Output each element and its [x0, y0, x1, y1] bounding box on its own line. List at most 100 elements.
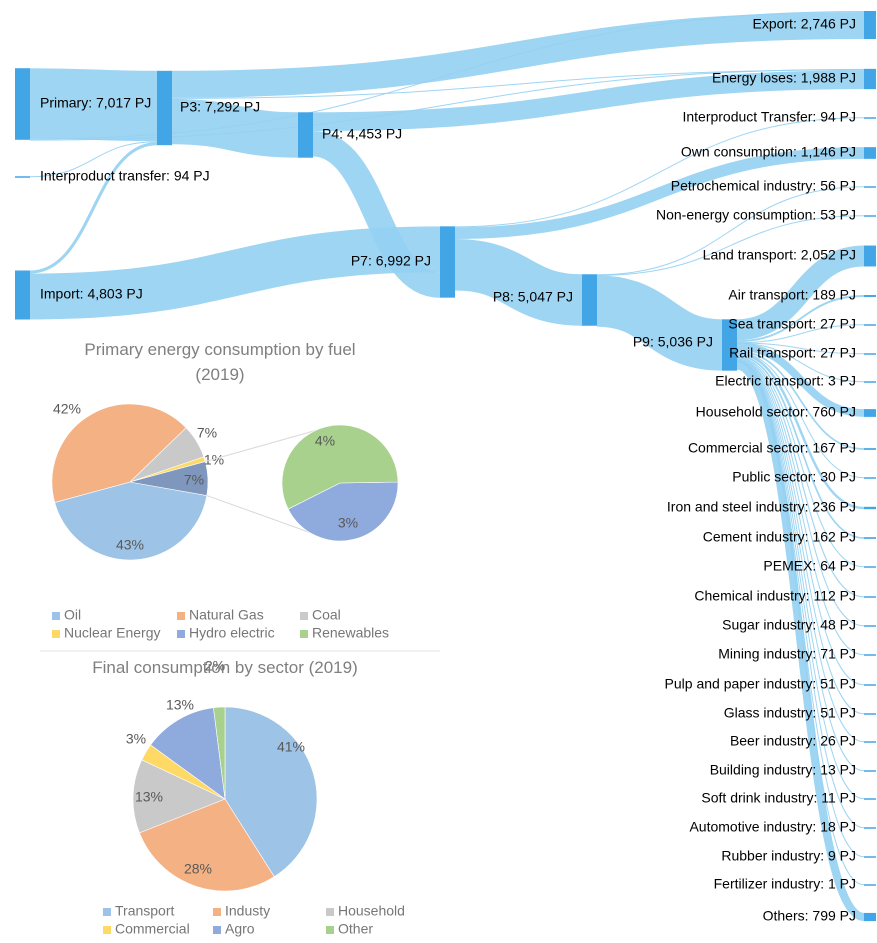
node-label: PEMEX: 64 PJ — [763, 558, 856, 574]
node — [864, 186, 876, 188]
legend-swatch — [326, 926, 334, 934]
pie-slice — [150, 707, 226, 800]
legend-label: Other — [338, 921, 373, 937]
node — [15, 270, 30, 320]
node — [864, 912, 876, 922]
node-label: Own consumption: 1,146 PJ — [681, 144, 856, 160]
legend-label: Nuclear Energy — [64, 625, 161, 641]
pie-title: Final consumption by sector (2019) — [92, 658, 358, 677]
legend-label: Transport — [115, 903, 175, 919]
flow-link — [736, 352, 865, 479]
flow-link — [454, 117, 865, 228]
node-label: Mining industry: 71 PJ — [718, 646, 856, 662]
legend-swatch — [177, 630, 185, 638]
pie-slice — [281, 424, 399, 510]
legend-swatch — [103, 908, 111, 916]
value-label: 3% — [126, 731, 146, 747]
legend-swatch — [213, 908, 221, 916]
node-label: Household sector: 760 PJ — [696, 404, 856, 420]
node-label: P3: 7,292 PJ — [180, 99, 260, 115]
legend-label: Coal — [312, 607, 341, 623]
flow-link — [595, 275, 724, 371]
node-label: Primary: 7,017 PJ — [40, 95, 151, 111]
node-label: Rail transport: 27 PJ — [729, 345, 856, 361]
flow-link — [736, 360, 865, 772]
node-label: Chemical industry: 112 PJ — [694, 588, 856, 604]
flow-link — [736, 360, 865, 743]
pie-slice — [54, 481, 208, 561]
legend-swatch — [326, 908, 334, 916]
legend-swatch — [52, 630, 60, 638]
pie-slice — [224, 706, 318, 878]
node-label: Electric transport: 3 PJ — [715, 373, 856, 389]
node — [864, 596, 876, 598]
value-label: 7% — [197, 425, 217, 441]
node-label: Soft drink industry: 11 PJ — [701, 790, 856, 806]
node — [864, 117, 876, 119]
node-label: Glass industry: 51 PJ — [724, 705, 856, 721]
node-label: Cement industry: 162 PJ — [703, 529, 856, 545]
flow-link — [736, 352, 865, 510]
legend-swatch — [177, 612, 185, 620]
flow-link — [736, 350, 865, 450]
legend-label: Industy — [225, 903, 270, 919]
node-label: Others: 799 PJ — [763, 908, 856, 924]
node — [298, 112, 313, 158]
node — [864, 856, 876, 858]
flow-link — [735, 361, 866, 922]
value-label: 7% — [184, 472, 204, 488]
value-label: 28% — [184, 861, 212, 877]
node — [864, 68, 876, 90]
node-label: Land transport: 2,052 PJ — [703, 247, 856, 263]
node-label: Automotive industry: 18 PJ — [689, 819, 856, 835]
node — [864, 295, 876, 297]
flow-link — [736, 358, 865, 627]
node — [864, 324, 876, 326]
legend-label: Hydro electric — [189, 625, 275, 641]
value-label: 4% — [315, 433, 335, 449]
legend-swatch — [300, 630, 308, 638]
node-label: Commercial sector: 167 PJ — [688, 440, 856, 456]
node — [864, 654, 876, 656]
flow-link — [736, 245, 865, 341]
legend-label: Renewables — [312, 625, 389, 641]
pie-slice — [51, 403, 187, 503]
value-label: 13% — [135, 789, 163, 805]
flow-link — [596, 186, 865, 276]
node — [864, 381, 876, 383]
flow-link — [171, 12, 865, 98]
node-label: P9: 5,036 PJ — [633, 334, 713, 350]
flow-link — [736, 359, 865, 686]
flow-link — [736, 295, 865, 343]
flow-link — [29, 68, 158, 142]
node — [864, 245, 876, 267]
node — [15, 176, 30, 178]
node — [864, 827, 876, 829]
node-label: Sugar industry: 48 PJ — [722, 617, 856, 633]
flow-link — [29, 226, 441, 320]
flow-link — [311, 131, 442, 298]
legend-label: Commercial — [115, 921, 190, 937]
flow-link — [736, 360, 865, 715]
node-label: Sea transport: 27 PJ — [728, 316, 856, 332]
pie-slice — [139, 798, 275, 892]
node — [864, 147, 876, 159]
legend-label: Household — [338, 903, 405, 919]
node-label: Iron and steel industry: 236 PJ — [667, 499, 856, 515]
pie-title: Primary energy consumption by fuel (2019… — [84, 340, 356, 384]
node — [15, 68, 30, 140]
node-label: Interproduct Transfer: 94 PJ — [682, 109, 856, 125]
node-label: Air transport: 189 PJ — [728, 287, 856, 303]
node-label: Export: 2,746 PJ — [752, 16, 856, 32]
node — [864, 353, 876, 355]
node — [864, 684, 876, 686]
flow-link — [736, 342, 865, 417]
flow-link — [736, 357, 865, 598]
node — [864, 506, 876, 510]
node-label: Public sector: 30 PJ — [732, 469, 856, 485]
pie-slice — [213, 706, 226, 800]
value-label: 3% — [338, 515, 358, 531]
pie-slice — [287, 481, 399, 542]
node — [864, 770, 876, 772]
